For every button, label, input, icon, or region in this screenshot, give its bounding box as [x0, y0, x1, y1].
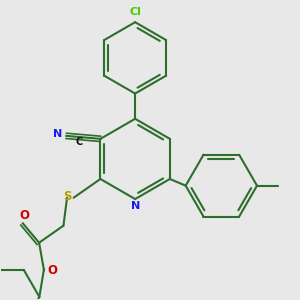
Text: N: N — [53, 129, 63, 140]
Text: C: C — [76, 137, 83, 147]
Text: S: S — [63, 190, 71, 203]
Text: Cl: Cl — [129, 7, 141, 17]
Text: N: N — [130, 201, 140, 211]
Text: O: O — [47, 264, 57, 277]
Text: O: O — [19, 208, 29, 221]
